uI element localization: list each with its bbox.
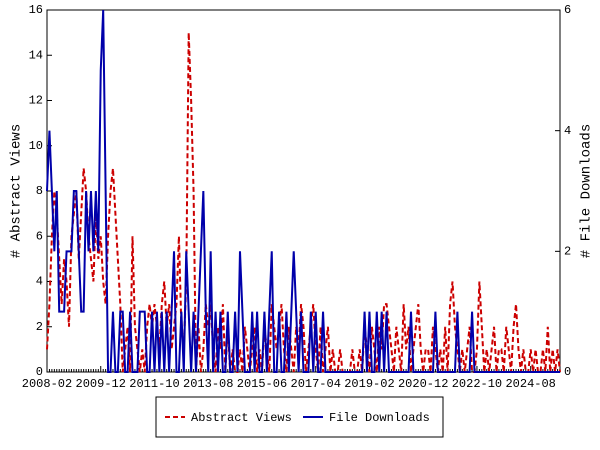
x-tick-label: 2020-12 bbox=[398, 377, 448, 391]
y-tick-label: 2 bbox=[36, 320, 43, 334]
legend-label: Abstract Views bbox=[191, 411, 292, 425]
y-tick-label: 16 bbox=[29, 3, 43, 17]
y2-axis-label: # File Downloads bbox=[579, 124, 595, 258]
x-tick-label: 2022-10 bbox=[452, 377, 502, 391]
legend-box bbox=[155, 396, 444, 438]
x-tick-label: 2019-02 bbox=[344, 377, 394, 391]
y-tick-label: 14 bbox=[29, 48, 43, 62]
x-tick-label: 2013-08 bbox=[183, 377, 233, 391]
y-tick-label: 12 bbox=[29, 94, 43, 108]
y-tick-label: 0 bbox=[36, 365, 43, 379]
y2-tick-label: 0 bbox=[564, 365, 571, 379]
x-tick-label: 2015-06 bbox=[237, 377, 287, 391]
y-axis-label: # Abstract Views bbox=[9, 124, 25, 258]
series-line bbox=[46, 9, 560, 373]
y-tick-label: 6 bbox=[36, 229, 43, 243]
y-tick-label: 4 bbox=[36, 275, 43, 289]
x-tick-label: 2008-02 bbox=[22, 377, 72, 391]
x-tick-label: 2009-12 bbox=[76, 377, 126, 391]
x-tick-label: 2024-08 bbox=[505, 377, 555, 391]
y2-tick-label: 2 bbox=[564, 245, 571, 259]
y-tick-label: 8 bbox=[36, 184, 43, 198]
x-tick-label: 2011-10 bbox=[129, 377, 179, 391]
legend-label: File Downloads bbox=[329, 411, 430, 425]
y2-tick-label: 4 bbox=[564, 124, 571, 138]
y-tick-label: 10 bbox=[29, 139, 43, 153]
y2-tick-label: 6 bbox=[564, 3, 571, 17]
x-tick-label: 2017-04 bbox=[291, 377, 341, 391]
